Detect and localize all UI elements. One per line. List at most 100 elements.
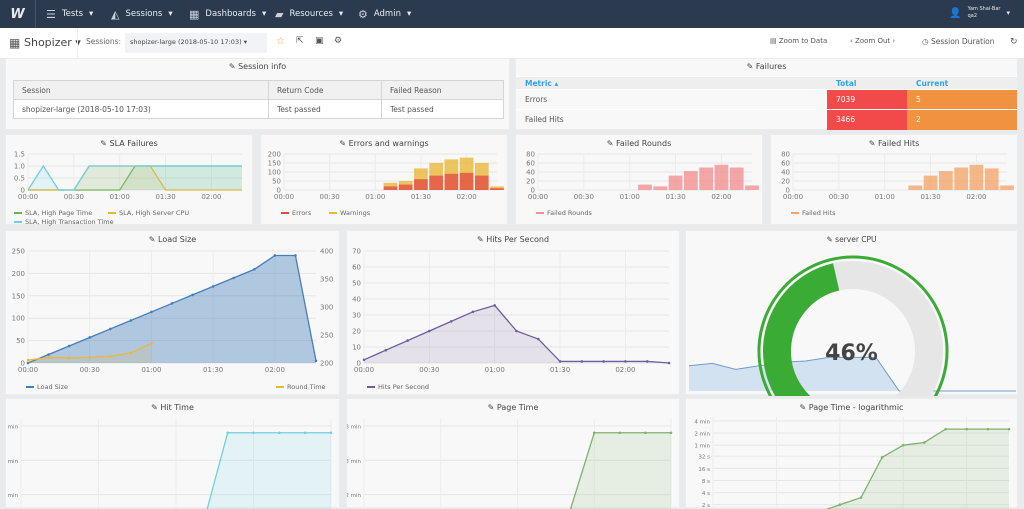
legend-item[interactable]: Errors — [281, 209, 311, 217]
legend-item[interactable]: Round Time — [276, 383, 326, 391]
data-point — [170, 302, 174, 305]
bar — [383, 186, 398, 190]
star-icon[interactable]: ☆ — [276, 36, 285, 47]
bar — [938, 171, 953, 190]
data-point — [645, 360, 649, 363]
frounds-panel: ✎ Failed Rounds 0 20 40 60 80 00:00 00:30 01:00 0… — [515, 134, 763, 225]
bar — [683, 171, 698, 190]
data-point — [471, 310, 475, 314]
app-logo[interactable]: W — [0, 0, 36, 28]
legend-item[interactable]: SLA, High Transaction Time — [14, 218, 114, 226]
x-tick-label: 01:00 — [365, 193, 385, 201]
data-point — [129, 319, 133, 322]
settings-gear-icon[interactable]: ⚙ — [334, 36, 343, 46]
x-tick-label: 01:30 — [155, 193, 175, 201]
series-area — [827, 429, 1009, 509]
hps-chart: 0 10 20 30 40 50 60 70 00:00 00:30 01:00 01:30 02:00 — [352, 248, 671, 374]
dashboard-selector[interactable]: Shopizer ▾ — [24, 36, 81, 49]
bar — [969, 164, 984, 190]
pagelog-panel: ✎ Page Time - logarithmic 4 min 2 min 1 min… — [685, 398, 1018, 509]
data-point — [515, 329, 518, 333]
pencil-icon: ✎ — [606, 139, 614, 148]
bar — [444, 173, 459, 190]
zoom-out-button[interactable]: ‹ Zoom Out › — [850, 37, 896, 45]
y-tick-label: 80 — [526, 151, 535, 159]
x-tick-label: 01:30 — [203, 366, 223, 374]
data-point — [26, 358, 30, 362]
y-tick-label: 200 — [12, 270, 25, 278]
top-navbar: W ☰ Tests ▾ ◭ Sessions ▾ ▦ Dashboards ▾ ▰ Resou… — [0, 0, 1024, 28]
session-duration-button[interactable]: ◷ Session Duration — [922, 37, 995, 46]
data-point — [428, 329, 431, 333]
bar — [699, 167, 714, 190]
x-tick-label: 02:00 — [711, 193, 731, 201]
bar — [490, 186, 504, 190]
gauge-fill — [763, 263, 840, 396]
session-selector[interactable]: shopizer-large (2018-05-10 17:03) ▾ — [125, 33, 267, 53]
nav-tests[interactable]: ☰ Tests ▾ — [46, 7, 94, 21]
nav-sessions[interactable]: ◭ Sessions ▾ — [111, 7, 173, 21]
legend-item[interactable]: SLA, High Page Time — [14, 209, 92, 217]
legend-item[interactable]: SLA, High Server CPU — [108, 209, 189, 217]
data-point — [384, 348, 388, 352]
x-tick-label: 00:30 — [419, 366, 439, 374]
bar — [653, 186, 668, 190]
data-point — [211, 285, 215, 288]
panel-title: ✎ Session info — [228, 62, 287, 71]
y-tick-label: 20 — [781, 178, 790, 186]
data-point — [191, 293, 194, 297]
series-line — [27, 164, 242, 191]
y-tick-label: 3 min — [347, 424, 362, 430]
legend-item[interactable]: Failed Hits — [791, 209, 836, 217]
save-icon[interactable]: ▣ — [315, 36, 324, 46]
bar — [1000, 185, 1014, 190]
x-tick-label: 01:00 — [141, 366, 161, 374]
data-point — [592, 431, 596, 435]
sort-metric-header[interactable]: Metric ▴ — [516, 76, 827, 90]
y2-tick-label: 300 — [320, 304, 333, 312]
panel-title: ✎ server CPU — [826, 235, 877, 244]
panel-title: ✎ Failed Hits — [868, 139, 920, 148]
nav-admin[interactable]: ⚙ Admin ▾ — [358, 7, 412, 21]
y-tick-label: 1.0 — [14, 163, 25, 171]
hittime-chart: 3 min 3 min 2 min — [6, 419, 333, 509]
data-point — [449, 320, 453, 323]
caret-icon: ▾ — [89, 9, 94, 19]
panel-title: ✎ Page Time — [487, 403, 539, 412]
gauge-threshold-ring — [757, 255, 949, 396]
y-tick-label: 20 — [352, 328, 361, 336]
legend-item[interactable]: Hits Per Second — [367, 383, 429, 391]
refresh-icon[interactable]: ↻ — [1010, 37, 1018, 47]
y-tick-label: 70 — [352, 248, 361, 256]
y2-tick-label: 200 — [320, 360, 333, 368]
nav-dashboards[interactable]: ▦ Dashboards ▾ — [189, 7, 267, 21]
nav-resources[interactable]: ▰ Resources ▾ — [275, 7, 344, 21]
legend-item[interactable]: Failed Rounds — [536, 209, 592, 217]
data-point — [362, 358, 366, 362]
data-point — [406, 339, 409, 342]
data-point — [944, 427, 947, 431]
series-area — [570, 432, 671, 509]
y-tick-label: 1.5 — [14, 151, 25, 159]
legend-item[interactable]: Load Size — [26, 383, 68, 391]
user-icon: 👤 — [949, 7, 962, 19]
hittime-panel: ✎ Hit Time 3 min 3 min 2 min — [5, 398, 340, 509]
data-point — [278, 431, 281, 435]
pencil-icon: ✎ — [476, 235, 484, 244]
y-tick-label: 100 — [12, 315, 25, 323]
x-tick-label: 02:00 — [201, 193, 221, 201]
chevron-right-icon: › — [892, 37, 896, 45]
y-tick-label: 2 min — [6, 493, 19, 499]
server-cpu-panel: ✎ server CPU 46% — [685, 230, 1018, 396]
data-point — [108, 354, 112, 358]
zoom-to-data-button[interactable]: ▤ Zoom to Data — [770, 37, 828, 45]
x-tick-label: 02:00 — [456, 193, 476, 201]
bar — [474, 175, 489, 190]
bar — [429, 175, 443, 190]
share-icon[interactable]: ⇱ — [296, 36, 304, 46]
legend-item[interactable]: Warnings — [329, 209, 370, 217]
zoom-data-icon: ▤ — [770, 37, 777, 45]
x-tick-label: 01:00 — [485, 366, 505, 374]
caret-icon: ▾ — [168, 9, 173, 19]
user-menu[interactable]: 👤 Yam Shai-Bar qa2 ▾ — [949, 6, 1010, 19]
